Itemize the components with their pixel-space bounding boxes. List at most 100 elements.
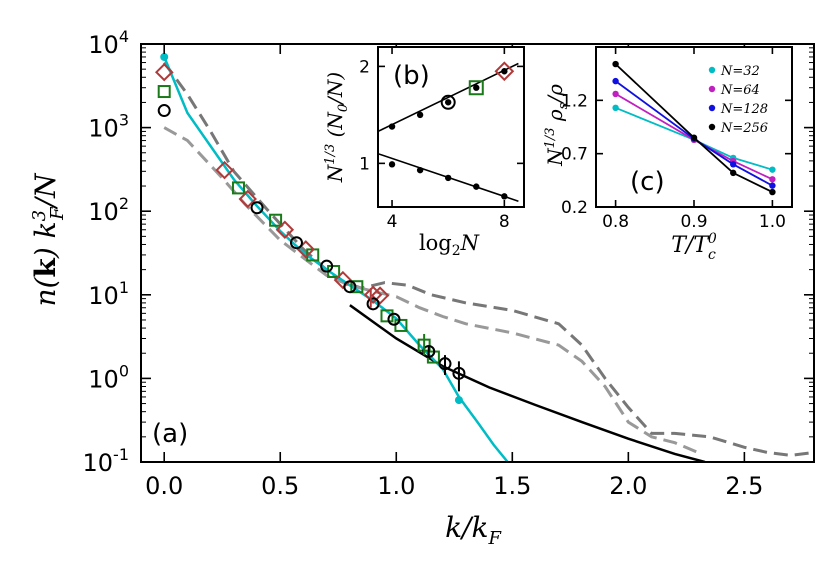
x-tick-label: 4 bbox=[387, 212, 398, 232]
upper-point bbox=[416, 111, 424, 119]
series-point bbox=[612, 90, 619, 98]
highlight-marker bbox=[440, 94, 456, 110]
y-tick-label: 0.2 bbox=[561, 198, 588, 218]
panel-c: 0.8 0.9 1.0 0.2 0.7 1.2 (c) N=32 N=64 N=128 N=25… bbox=[561, 46, 793, 232]
y-tick-label: 1.2 bbox=[561, 91, 588, 111]
series-point bbox=[612, 104, 619, 112]
series-cyan-curve bbox=[163, 56, 509, 462]
black-circle-point bbox=[387, 312, 401, 326]
panel-c-background bbox=[596, 47, 792, 207]
series-point bbox=[769, 176, 776, 183]
legend-marker bbox=[708, 66, 716, 74]
x-tick-label: 0.9 bbox=[680, 212, 707, 232]
black-circle-point bbox=[366, 297, 380, 311]
panel-b: 4 812 (b) bbox=[359, 46, 525, 232]
x-tick-label: 1.5 bbox=[493, 472, 531, 500]
series-point bbox=[730, 169, 737, 177]
svg-text:n(k) k3F/N: n(k) k3F/N bbox=[29, 172, 68, 307]
lower-point bbox=[416, 166, 424, 174]
black-circle-point bbox=[343, 280, 357, 294]
red-diamond-point bbox=[370, 286, 390, 305]
lower-point bbox=[444, 174, 452, 182]
panel-c-xlabel: T/Tc0 bbox=[671, 231, 717, 263]
y-tick-label: 101 bbox=[88, 278, 129, 310]
upper-point bbox=[444, 99, 452, 106]
panel-c-label: (c) bbox=[630, 167, 665, 197]
red-diamond-point bbox=[363, 285, 383, 305]
series-gray-dashed-1 bbox=[162, 61, 814, 457]
panel-a-xlabel: k/kF bbox=[445, 511, 502, 549]
x-tick-label: 0.0 bbox=[145, 472, 183, 500]
x-tick-label: 1.0 bbox=[377, 472, 415, 500]
panel-a-frame bbox=[140, 43, 815, 463]
y-tick-label: 100 bbox=[88, 361, 129, 393]
panel-a-label: (a) bbox=[152, 419, 188, 449]
series-line bbox=[614, 63, 773, 193]
y-tick-label: 0.7 bbox=[561, 145, 588, 165]
red-diamond-point bbox=[333, 270, 353, 290]
y-tick-label: 104 bbox=[88, 27, 129, 59]
legend-marker bbox=[708, 85, 716, 93]
svg-text:log2N: log2N bbox=[419, 231, 480, 259]
highlight-marker bbox=[468, 80, 484, 96]
x-tick-label: 2.0 bbox=[609, 472, 647, 500]
legend-label: N=128 bbox=[720, 102, 768, 117]
black-circle-point bbox=[452, 366, 466, 380]
black-circle-point bbox=[320, 259, 334, 273]
green-square-point bbox=[380, 309, 394, 323]
black-circle-point bbox=[250, 201, 264, 215]
series-point bbox=[769, 182, 776, 189]
svg-text:N1/3 ρs/ρ: N1/3 ρs/ρ bbox=[543, 84, 571, 167]
y-tick-label: 10-1 bbox=[83, 445, 130, 477]
green-square-point bbox=[231, 181, 245, 195]
red-diamond-point bbox=[275, 220, 295, 239]
y-tick-label: 102 bbox=[88, 194, 129, 226]
x-tick-label: 1.0 bbox=[759, 212, 786, 232]
series-point bbox=[690, 134, 698, 141]
series-point bbox=[612, 60, 619, 68]
panel-b-label: (b) bbox=[393, 61, 430, 91]
series-point bbox=[612, 77, 619, 85]
upper-point bbox=[501, 68, 508, 75]
black-circle-point bbox=[157, 104, 171, 118]
y-tick-label: 1 bbox=[359, 154, 370, 174]
black-circle-point bbox=[289, 236, 303, 250]
panel-b-ylabel: N1/3 (N0/N) bbox=[323, 72, 351, 183]
x-tick-label: 0.8 bbox=[602, 212, 629, 232]
panel-a-ylabel: n(k) k3F/N bbox=[29, 172, 68, 307]
upper-fit-line bbox=[378, 62, 519, 133]
svg-text:k/kF: k/kF bbox=[445, 511, 502, 549]
green-square-point bbox=[157, 85, 171, 99]
series-point bbox=[769, 166, 776, 173]
series-black-curve bbox=[349, 304, 706, 462]
highlight-marker bbox=[494, 61, 515, 82]
series-point bbox=[730, 161, 737, 168]
lower-point bbox=[501, 193, 508, 200]
x-tick-label: 8 bbox=[499, 212, 510, 232]
panel-b-xlabel: log2N bbox=[419, 231, 480, 259]
cyan-point bbox=[160, 52, 169, 61]
panel-c-legend: N=32 N=64 N=128 N=256 bbox=[708, 64, 768, 136]
panel-c-ylabel: N1/3 ρs/ρ bbox=[543, 84, 571, 167]
y-tick-label: 2 bbox=[359, 57, 370, 77]
green-square-point bbox=[269, 213, 283, 227]
black-circle-point bbox=[438, 357, 452, 371]
panel-a: 0.0 0.5 1.0 1.5 2.0 2.5 10-1 100 101 102 103 104 (a… bbox=[83, 27, 815, 500]
svg-text:T/Tc0: T/Tc0 bbox=[671, 231, 717, 263]
svg-text:N1/3 (N0/N): N1/3 (N0/N) bbox=[323, 72, 351, 183]
legend-label: N=64 bbox=[720, 83, 760, 98]
lower-point bbox=[388, 161, 396, 168]
series-point bbox=[769, 188, 776, 196]
y-tick-label: 103 bbox=[88, 111, 129, 143]
lower-point bbox=[473, 183, 480, 190]
legend-marker bbox=[708, 104, 716, 112]
green-square-point bbox=[350, 280, 364, 294]
upper-point bbox=[473, 84, 480, 91]
upper-point bbox=[388, 123, 396, 130]
panel-b-frame bbox=[377, 46, 525, 208]
legend-label: N=256 bbox=[720, 121, 768, 136]
red-diamond-point bbox=[215, 160, 234, 180]
red-diamond-point bbox=[238, 189, 257, 209]
legend-label: N=32 bbox=[720, 64, 760, 79]
x-tick-label: 0.5 bbox=[261, 472, 299, 500]
